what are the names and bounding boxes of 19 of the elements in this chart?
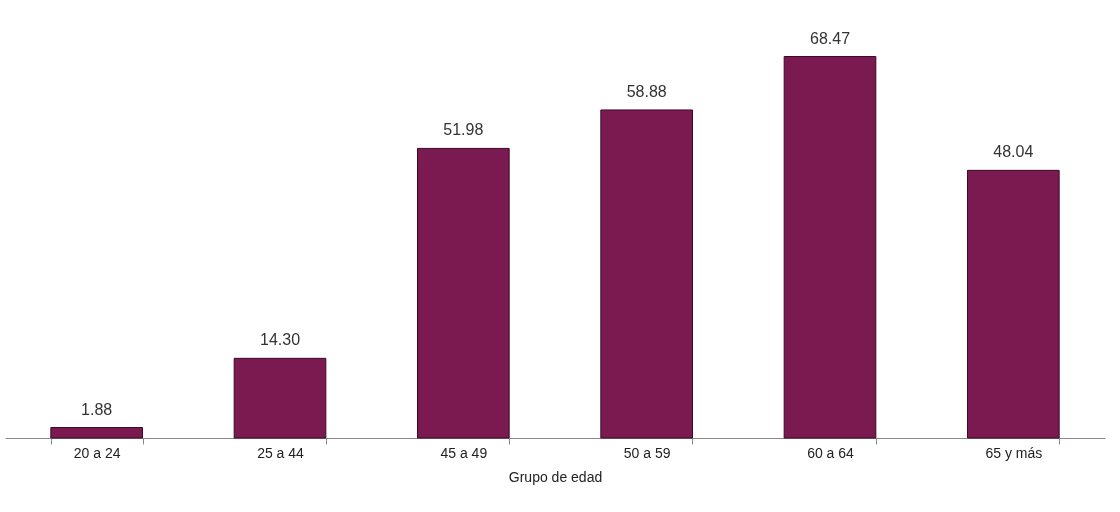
x-tick-label: 50 a 59 (623, 444, 671, 461)
x-tick-label: 25 a 44 (257, 444, 305, 461)
data-label: 58.88 (626, 82, 667, 100)
bar (600, 109, 693, 439)
x-tick-label: 65 y más (985, 444, 1043, 461)
bar (967, 169, 1060, 439)
data-label: 68.47 (809, 29, 851, 47)
bar (783, 56, 877, 439)
x-tick-label: 60 a 64 (807, 444, 855, 461)
bar (50, 427, 143, 439)
x-tick-label: 20 a 24 (73, 444, 121, 461)
x-tick-label: 45 a 49 (440, 444, 488, 461)
bar (417, 147, 510, 439)
data-label: 1.88 (81, 400, 113, 418)
bar (233, 357, 327, 439)
data-label: 51.98 (443, 121, 484, 139)
data-label: 48.04 (993, 143, 1034, 161)
x-axis-title: Grupo de edad (508, 468, 603, 485)
data-label: 14.30 (259, 331, 301, 349)
